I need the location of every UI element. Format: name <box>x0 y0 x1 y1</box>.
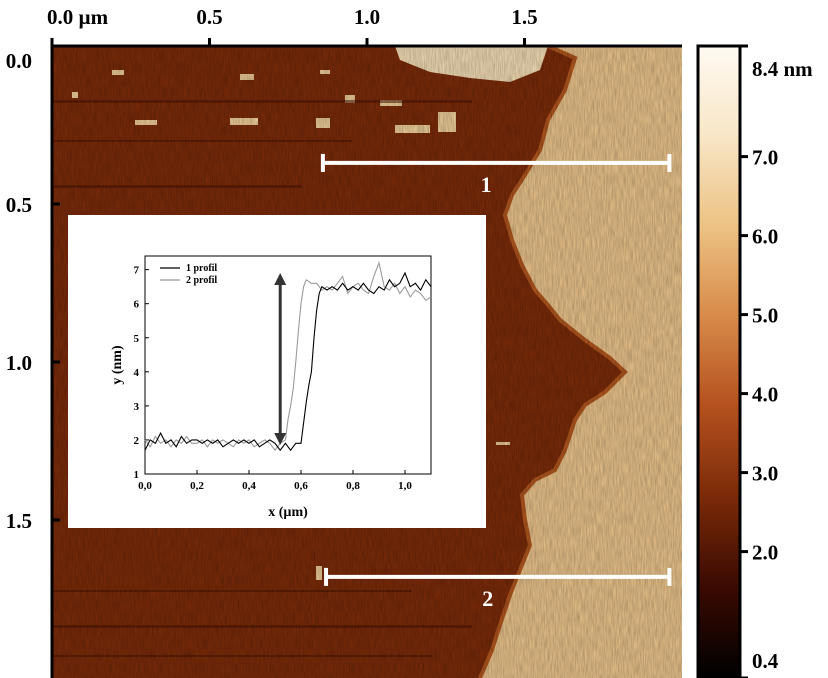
colorbar-tick-label: 0.4 <box>752 649 779 673</box>
inset-y-tick-label: 3 <box>134 401 140 413</box>
inset-background <box>68 215 486 528</box>
colorbar-tick-label: 7.0 <box>752 146 778 170</box>
inset-y-tick-label: 4 <box>134 367 140 379</box>
colorbar-tick-label: 4.0 <box>752 383 778 407</box>
legend-label-1: 1 profil <box>186 263 217 274</box>
left-tick-label: 1.5 <box>6 509 32 533</box>
inset-plot-frame <box>144 255 432 475</box>
top-tick-label: 0.5 <box>196 5 222 29</box>
top-tick-label: 0.0 µm <box>47 5 109 29</box>
colorbar-tick-label: 5.0 <box>752 304 778 328</box>
step-height-arrow-head-top <box>274 273 287 286</box>
inset-legend: 1 profil 2 profil <box>160 263 217 286</box>
colorbar-scale <box>696 44 742 678</box>
inset-x-tick-label: 0,8 <box>346 480 360 492</box>
profile-line-2-label: 2 <box>482 586 493 611</box>
inset-y-tick-label: 6 <box>134 299 140 311</box>
inset-y-tick-label: 5 <box>134 333 140 345</box>
colorbar: 8.4 nm 7.0 6.0 5.0 4.0 3.0 2.0 0.4 <box>696 44 813 678</box>
colorbar-tick-label: 8.4 nm <box>752 57 813 81</box>
series-line-2 <box>144 260 432 452</box>
inset-x-tick-label: 1,0 <box>398 480 412 492</box>
inset-x-tick-label: 0,4 <box>242 480 256 492</box>
colorbar-tick-label: 3.0 <box>752 462 778 486</box>
legend-label-2: 2 profil <box>186 275 217 286</box>
left-tick-label: 0.0 <box>6 49 32 73</box>
colorbar-tick-label: 6.0 <box>752 225 778 249</box>
series-line-1 <box>144 271 432 452</box>
profile-line-1-label: 1 <box>481 172 492 197</box>
top-tick-label: 1.0 <box>354 5 380 29</box>
left-tick-label: 1.0 <box>6 351 32 375</box>
colorbar-tick-label: 2.0 <box>752 541 778 565</box>
left-tick-label: 0.5 <box>6 193 32 217</box>
inset-x-tick-label: 0,6 <box>294 480 308 492</box>
inset-x-tick-label: 0,2 <box>190 480 204 492</box>
inset-y-tick-label: 1 <box>134 469 140 481</box>
afm-image <box>52 44 682 678</box>
top-tick-label: 1.5 <box>511 5 537 29</box>
inset-y-tick-label: 7 <box>134 265 140 277</box>
afm-left-axis: 0.0 0.5 1.0 1.5 <box>6 44 60 678</box>
inset-x-axis-label: x (µm) <box>268 505 308 520</box>
inset-y-tick-label: 2 <box>134 435 140 447</box>
profile-lines: 12 <box>320 153 672 611</box>
step-height-arrow-head-bottom <box>274 433 287 446</box>
afm-top-axis: 0.0 µm 0.5 1.0 1.5 <box>47 5 682 48</box>
inset-y-axis-label: y (nm) <box>110 345 125 385</box>
inset-x-tick-label: 0,0 <box>138 480 152 492</box>
